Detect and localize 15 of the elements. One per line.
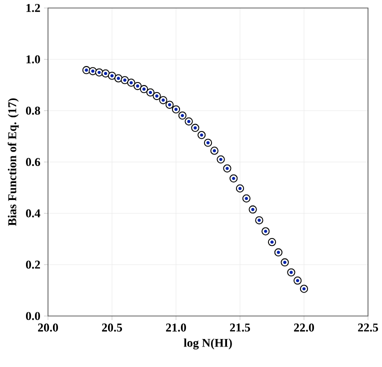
x-axis-title: log N(HI)	[184, 338, 232, 350]
x-tick-label: 22.5	[358, 324, 378, 332]
y-tick-label: 0.4	[26, 209, 40, 218]
x-tick-label: 22.0	[294, 324, 314, 332]
y-tick-label: 0.0	[26, 312, 40, 320]
x-tick-label: 21.0	[166, 324, 186, 332]
y-tick-label: 0.6	[26, 158, 40, 166]
y-axis-title: Bias Function of Eq. (17)	[8, 98, 19, 226]
y-tick-label: 0.2	[26, 260, 40, 269]
y-tick-label: 1.0	[26, 55, 40, 64]
x-tick-label: 21.5	[230, 324, 250, 332]
x-tick-label: 20.0	[38, 324, 58, 332]
y-tick-label: 0.8	[26, 106, 40, 115]
x-tick-label: 20.5	[102, 324, 122, 332]
y-tick-label: 1.2	[26, 4, 40, 12]
